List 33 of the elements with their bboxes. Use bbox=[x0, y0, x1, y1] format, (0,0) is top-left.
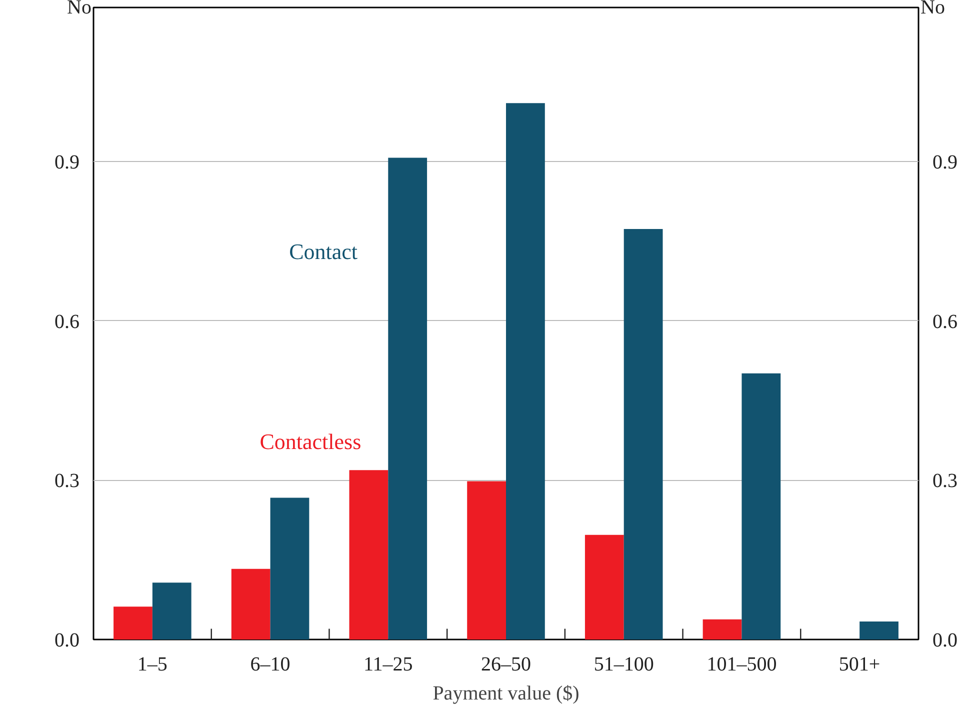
x-tick-label: 26–50 bbox=[481, 654, 531, 676]
bar bbox=[388, 158, 428, 640]
bar bbox=[506, 103, 545, 640]
x-tick-label: 11–25 bbox=[364, 654, 413, 676]
y-tick-label: 0.6 bbox=[54, 310, 80, 333]
x-tick-label: 51–100 bbox=[594, 654, 654, 676]
bar bbox=[624, 228, 663, 640]
bar bbox=[860, 621, 898, 640]
x-axis-title: Payment value ($) bbox=[432, 682, 580, 704]
y-axis-title: No bbox=[67, 0, 92, 18]
y2-tick-label: 0.3 bbox=[932, 470, 958, 492]
bar bbox=[467, 481, 506, 640]
y2-tick-label: 0.0 bbox=[932, 630, 958, 652]
bar bbox=[349, 470, 388, 640]
x-tick-label: 1–5 bbox=[137, 654, 168, 676]
y2-tick-label: 0.9 bbox=[932, 152, 958, 174]
x-tick-label: 501+ bbox=[838, 654, 880, 676]
series-label: Contact bbox=[289, 239, 358, 264]
bar bbox=[702, 619, 742, 640]
y2-axis-title: No bbox=[920, 0, 945, 18]
y2-tick-label: 0.6 bbox=[932, 310, 958, 333]
y-tick-label: 0.9 bbox=[54, 152, 80, 174]
y-tick-label: 0.0 bbox=[54, 630, 80, 652]
bar bbox=[152, 582, 192, 640]
bar bbox=[584, 534, 624, 640]
series-label: Contactless bbox=[260, 429, 362, 454]
bar bbox=[231, 568, 270, 640]
bar bbox=[270, 498, 310, 640]
x-tick-label: 101–500 bbox=[706, 654, 777, 676]
y-tick-label: 0.3 bbox=[54, 470, 80, 492]
bar bbox=[742, 373, 781, 640]
bar bbox=[114, 606, 152, 640]
x-tick-label: 6–10 bbox=[250, 654, 290, 676]
